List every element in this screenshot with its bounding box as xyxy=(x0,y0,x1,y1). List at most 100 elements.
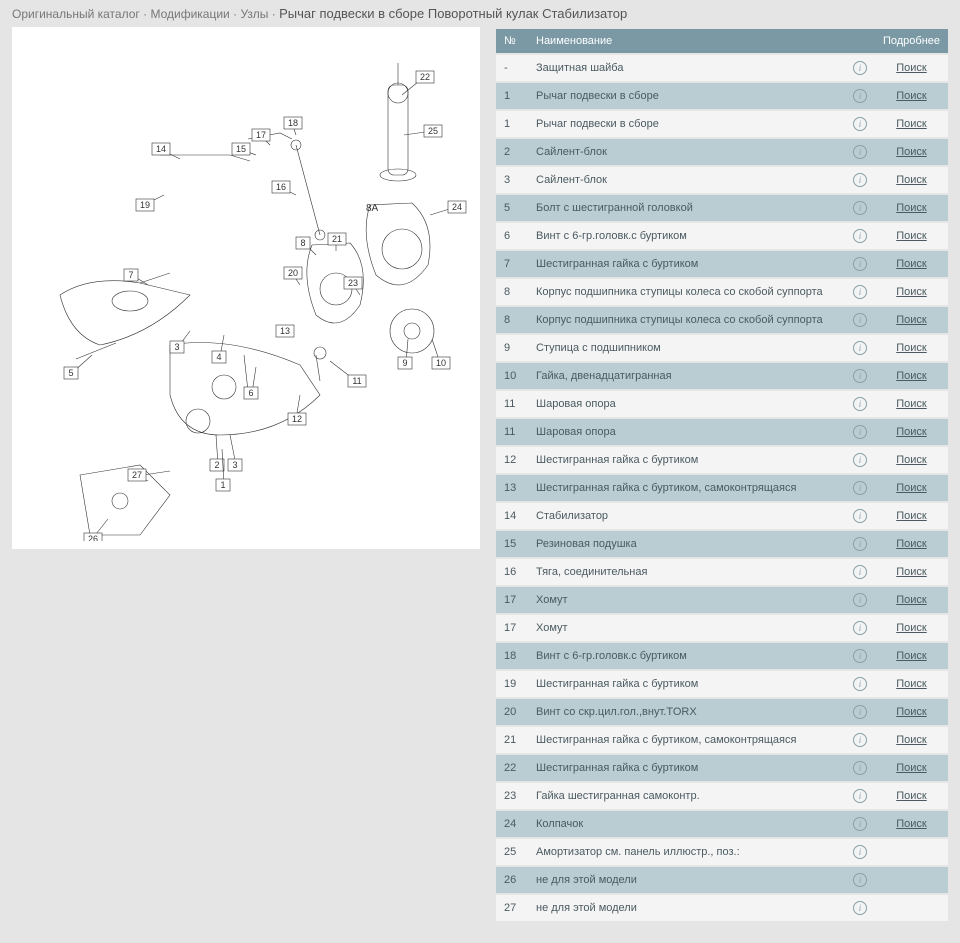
callout-23[interactable]: 23 xyxy=(344,277,362,295)
cell-num: 14 xyxy=(496,503,528,529)
search-link[interactable]: Поиск xyxy=(896,454,926,466)
callout-2[interactable]: 2 xyxy=(210,435,224,471)
info-icon[interactable]: i xyxy=(853,593,867,607)
callout-8[interactable]: 8 xyxy=(296,237,316,255)
info-icon[interactable]: i xyxy=(853,257,867,271)
callout-19[interactable]: 19 xyxy=(136,195,164,211)
search-link[interactable]: Поиск xyxy=(896,426,926,438)
search-link[interactable]: Поиск xyxy=(896,258,926,270)
breadcrumb-link[interactable]: Узлы xyxy=(240,7,268,21)
info-icon[interactable]: i xyxy=(853,397,867,411)
cell-name: Шестигранная гайка с буртиком xyxy=(528,251,845,277)
info-icon[interactable]: i xyxy=(853,61,867,75)
search-link[interactable]: Поиск xyxy=(896,118,926,130)
search-link[interactable]: Поиск xyxy=(896,734,926,746)
info-icon[interactable]: i xyxy=(853,341,867,355)
info-icon[interactable]: i xyxy=(853,117,867,131)
info-icon[interactable]: i xyxy=(853,873,867,887)
info-icon[interactable]: i xyxy=(853,313,867,327)
search-link[interactable]: Поиск xyxy=(896,678,926,690)
info-icon[interactable]: i xyxy=(853,201,867,215)
breadcrumb-link[interactable]: Оригинальный каталог xyxy=(12,7,140,21)
svg-text:3: 3 xyxy=(174,342,179,352)
search-link[interactable]: Поиск xyxy=(896,790,926,802)
callout-27[interactable]: 27 xyxy=(128,469,148,481)
info-icon[interactable]: i xyxy=(853,621,867,635)
cell-name: Рычаг подвески в сборе xyxy=(528,111,845,137)
info-icon[interactable]: i xyxy=(853,425,867,439)
search-link[interactable]: Поиск xyxy=(896,202,926,214)
info-icon[interactable]: i xyxy=(853,145,867,159)
callout-4[interactable]: 4 xyxy=(212,335,226,363)
search-link[interactable]: Поиск xyxy=(896,314,926,326)
info-icon[interactable]: i xyxy=(853,789,867,803)
info-icon[interactable]: i xyxy=(853,677,867,691)
info-icon[interactable]: i xyxy=(853,817,867,831)
search-link[interactable]: Поиск xyxy=(896,230,926,242)
search-link[interactable]: Поиск xyxy=(896,62,926,74)
search-link[interactable]: Поиск xyxy=(896,538,926,550)
info-icon[interactable]: i xyxy=(853,649,867,663)
callout-5[interactable]: 5 xyxy=(64,355,92,379)
cell-info: i xyxy=(845,111,875,137)
callout-3[interactable]: 3 xyxy=(228,435,242,471)
search-link[interactable]: Поиск xyxy=(896,622,926,634)
cell-info: i xyxy=(845,139,875,165)
info-icon[interactable]: i xyxy=(853,89,867,103)
callout-20[interactable]: 20 xyxy=(284,267,302,285)
search-link[interactable]: Поиск xyxy=(896,510,926,522)
info-icon[interactable]: i xyxy=(853,845,867,859)
info-icon[interactable]: i xyxy=(853,761,867,775)
callout-22[interactable]: 22 xyxy=(402,71,434,95)
search-link[interactable]: Поиск xyxy=(896,650,926,662)
search-link[interactable]: Поиск xyxy=(896,342,926,354)
cell-num: 16 xyxy=(496,559,528,585)
search-link[interactable]: Поиск xyxy=(896,566,926,578)
search-link[interactable]: Поиск xyxy=(896,286,926,298)
callout-24[interactable]: 24 xyxy=(430,201,466,215)
callout-18[interactable]: 18 xyxy=(284,117,302,135)
info-icon[interactable]: i xyxy=(853,481,867,495)
search-link[interactable]: Поиск xyxy=(896,370,926,382)
callout-10[interactable]: 10 xyxy=(432,339,450,369)
callout-16[interactable]: 16 xyxy=(272,181,296,195)
info-icon[interactable]: i xyxy=(853,453,867,467)
search-link[interactable]: Поиск xyxy=(896,482,926,494)
search-link[interactable]: Поиск xyxy=(896,174,926,186)
search-link[interactable]: Поиск xyxy=(896,594,926,606)
table-row: 8Корпус подшипника ступицы колеса со ско… xyxy=(496,279,948,305)
info-icon[interactable]: i xyxy=(853,537,867,551)
search-link[interactable]: Поиск xyxy=(896,398,926,410)
search-link[interactable]: Поиск xyxy=(896,818,926,830)
callout-14[interactable]: 14 xyxy=(152,143,180,159)
info-icon[interactable]: i xyxy=(853,705,867,719)
svg-text:1: 1 xyxy=(220,480,225,490)
cell-info: i xyxy=(845,419,875,445)
callout-13[interactable]: 13 xyxy=(276,325,294,337)
info-icon[interactable]: i xyxy=(853,173,867,187)
callout-9[interactable]: 9 xyxy=(398,339,412,369)
callout-25[interactable]: 25 xyxy=(404,125,442,137)
cell-num: 6 xyxy=(496,223,528,249)
search-link[interactable]: Поиск xyxy=(896,762,926,774)
callout-17[interactable]: 17 xyxy=(252,129,270,145)
info-icon[interactable]: i xyxy=(853,229,867,243)
callout-21[interactable]: 21 xyxy=(328,233,346,251)
search-link[interactable]: Поиск xyxy=(896,146,926,158)
callout-12[interactable]: 12 xyxy=(288,395,306,425)
info-icon[interactable]: i xyxy=(853,285,867,299)
info-icon[interactable]: i xyxy=(853,565,867,579)
callout-3[interactable]: 3 xyxy=(170,331,190,353)
info-icon[interactable]: i xyxy=(853,733,867,747)
cell-search: Поиск xyxy=(875,391,948,417)
svg-text:3: 3 xyxy=(232,460,237,470)
info-icon[interactable]: i xyxy=(853,509,867,523)
info-icon[interactable]: i xyxy=(853,369,867,383)
breadcrumb-link[interactable]: Модификации xyxy=(150,7,229,21)
info-icon[interactable]: i xyxy=(853,901,867,915)
table-row: 18Винт с 6-гр.головк.с буртикомiПоиск xyxy=(496,643,948,669)
callout-15[interactable]: 15 xyxy=(232,143,256,155)
callout-11[interactable]: 11 xyxy=(330,361,366,387)
search-link[interactable]: Поиск xyxy=(896,90,926,102)
search-link[interactable]: Поиск xyxy=(896,706,926,718)
